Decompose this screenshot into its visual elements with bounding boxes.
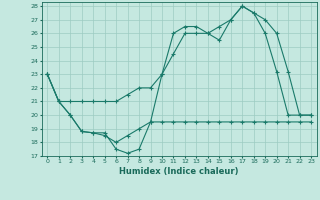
X-axis label: Humidex (Indice chaleur): Humidex (Indice chaleur) [119,167,239,176]
